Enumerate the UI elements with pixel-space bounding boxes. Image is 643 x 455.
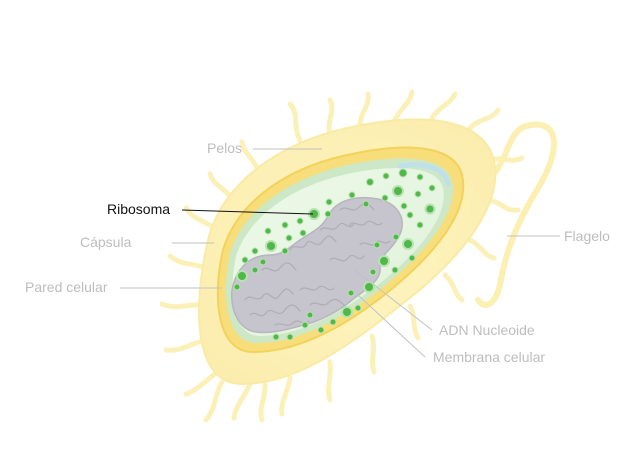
ribosome [428, 184, 436, 192]
membrane-highlight [397, 162, 451, 187]
ribosome [281, 247, 289, 255]
label-adn-nucleoide: ADN Nucleoide [439, 322, 535, 338]
ribosome [424, 203, 436, 215]
ribosome [324, 210, 332, 218]
ribosome [416, 173, 424, 181]
ribosome [366, 178, 374, 186]
pili-group [159, 89, 525, 423]
ribosome [363, 281, 375, 293]
leader-ribosoma [181, 209, 314, 215]
pilus [429, 91, 458, 121]
pilus [231, 381, 253, 421]
pilus [159, 301, 205, 310]
pilus [203, 379, 225, 423]
pilus [485, 197, 521, 213]
pilus [239, 139, 261, 173]
pilus [167, 253, 208, 271]
ribosome [406, 211, 414, 219]
ribosome [354, 304, 362, 312]
ribosome [241, 256, 249, 264]
pilus [163, 337, 209, 353]
ribosome [233, 283, 241, 291]
ribosome [373, 241, 381, 249]
ribosome [325, 198, 333, 206]
ribosome [251, 247, 259, 255]
label-ribosoma: Ribosoma [107, 201, 171, 217]
dna-strand [261, 262, 297, 272]
ribosome [378, 255, 390, 267]
ribosome [348, 191, 356, 199]
ribosome [400, 202, 408, 210]
ribosome [265, 240, 277, 252]
ribosome [236, 270, 248, 282]
ribosome [259, 258, 267, 266]
dna-strand [319, 222, 355, 231]
pilus [467, 107, 501, 131]
ribosome [317, 326, 325, 334]
ribosome [382, 172, 390, 180]
pilus [442, 272, 465, 303]
dna-strand [299, 285, 335, 291]
ribosome [391, 266, 399, 274]
ribosome [272, 333, 280, 341]
ribosome [392, 233, 400, 241]
ribosome-group [233, 168, 436, 341]
ribosome [408, 254, 416, 262]
pilus [258, 381, 268, 423]
ribosome [296, 217, 304, 225]
ribosome [341, 306, 353, 318]
pilus [357, 91, 371, 129]
pilus [326, 359, 333, 403]
ribosome [281, 221, 289, 229]
leader-lines [120, 148, 560, 358]
dna-strand [244, 288, 294, 301]
pilus [392, 89, 415, 123]
ribosome [251, 266, 259, 274]
ribosome [381, 194, 389, 202]
pilus [279, 375, 293, 417]
ribosome [414, 190, 422, 198]
label-pared-celular: Pared celular [25, 279, 108, 295]
label-membrana-celular: Membrana celular [433, 349, 546, 365]
ribosome [301, 321, 309, 329]
ribosome [402, 238, 414, 250]
pilus [467, 237, 497, 261]
label-pelos: Pelos [207, 140, 243, 156]
pilus [287, 101, 303, 143]
ribosome [306, 311, 314, 319]
leader-adn-nucleoide [354, 269, 433, 331]
pilus [369, 333, 377, 375]
dna-strand [309, 298, 345, 306]
pilus [407, 303, 421, 341]
ribosome [398, 168, 408, 178]
flagellum [465, 121, 557, 308]
ribosome [392, 185, 404, 197]
pilus [207, 171, 235, 201]
dna-strand [349, 220, 383, 226]
ribosome [416, 221, 424, 229]
ribosome [362, 200, 370, 208]
ribosome [329, 318, 337, 326]
label-capsula: Cápsula [80, 234, 132, 250]
ribosome [299, 229, 307, 237]
dna-strand [289, 235, 337, 251]
ribosome [285, 234, 293, 242]
dna-strand [329, 254, 365, 262]
dna-strand [249, 304, 301, 317]
leader-membrana-celular [357, 294, 426, 358]
ribosome [369, 268, 377, 276]
ribosome [264, 227, 272, 235]
pilus [326, 97, 335, 137]
label-flagelo: Flagelo [564, 228, 610, 244]
ribosome [347, 289, 355, 297]
ribosome [286, 333, 294, 341]
